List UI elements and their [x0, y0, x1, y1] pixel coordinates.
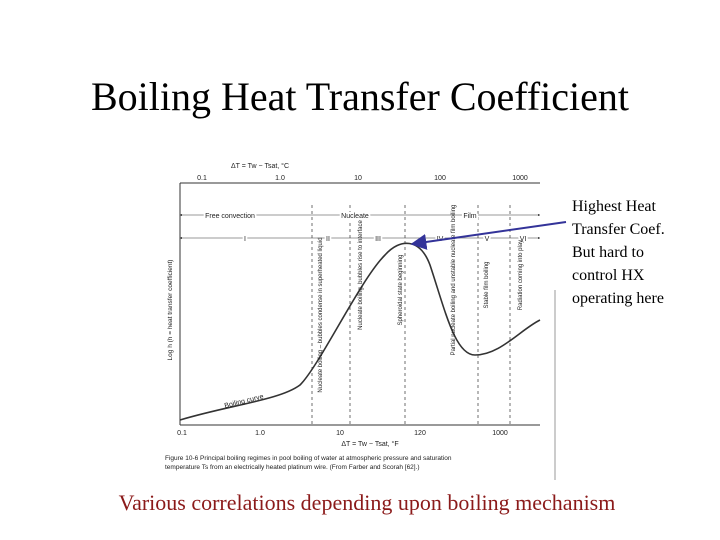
footer: Various correlations depending upon boil… [119, 490, 616, 515]
bottom-tick-label: 10 [336, 430, 344, 437]
regime-label: Free convection [205, 213, 255, 220]
zone-label: V [485, 236, 490, 243]
callout-line: operating here [572, 290, 664, 307]
bottom-tick-label: 120 [414, 430, 426, 437]
regime-note: Nucleate boiling, bubbles rise to interf… [358, 219, 364, 329]
callout: Highest Heat Transfer Coef. But hard to con… [572, 198, 665, 307]
top-tick-label: 1.0 [275, 175, 285, 182]
zone-label: II [326, 236, 330, 243]
callout-arrow [410, 221, 567, 250]
bottom-axis-label: ΔT = Tw − Tsat, °F [341, 440, 398, 448]
regime-note: Spheroidal state beginning [398, 254, 404, 325]
top-tick-label: 10 [354, 175, 362, 182]
bottom-tick-label: 1000 [492, 430, 508, 437]
figure-caption: temperature Ts from an electrically heat… [165, 464, 420, 471]
top-axis-label: ΔT = Tw − Tsat, °C [231, 162, 289, 170]
regime-note: Radiation coming into play [518, 240, 524, 310]
bottom-tick-label: 1.0 [255, 430, 265, 437]
regime-label: Film [463, 213, 476, 220]
slide-title: Boiling Heat Transfer Coefficient [91, 74, 629, 119]
regime-note: Nucleate boiling – bubbles condense in s… [318, 237, 324, 392]
bottom-tick-label: 0.1 [177, 430, 187, 437]
figure-text: ΔT = Tw − Tsat, °C 0.1 1.0 10 100 1000 ΔT = Tw… [165, 162, 528, 471]
zone-label: VI [520, 236, 527, 243]
y-axis-label: Log h (h = heat transfer coefficient) [167, 260, 174, 361]
regime-note: Stable film boiling [484, 261, 490, 308]
top-tick-label: 1000 [512, 175, 528, 182]
curve-label: Boiling curve [224, 393, 265, 410]
top-tick-label: 0.1 [197, 175, 207, 182]
callout-line: Transfer Coef. [572, 221, 665, 238]
top-tick-label: 100 [434, 175, 446, 182]
figure [179, 182, 556, 480]
regime-note: Partial nucleate boiling and unstable nu… [451, 205, 457, 356]
zone-dividers [311, 205, 511, 425]
callout-line: control HX [572, 267, 645, 284]
regime-label: Nucleate [341, 213, 369, 220]
callout-line: Highest Heat [572, 198, 657, 215]
zone-label: III [375, 236, 381, 243]
figure-caption: Figure 10-6 Principal boiling regimes in… [165, 455, 452, 462]
boiling-curve [179, 242, 541, 421]
callout-line: But hard to [572, 244, 644, 261]
zone-label: I [244, 236, 246, 243]
